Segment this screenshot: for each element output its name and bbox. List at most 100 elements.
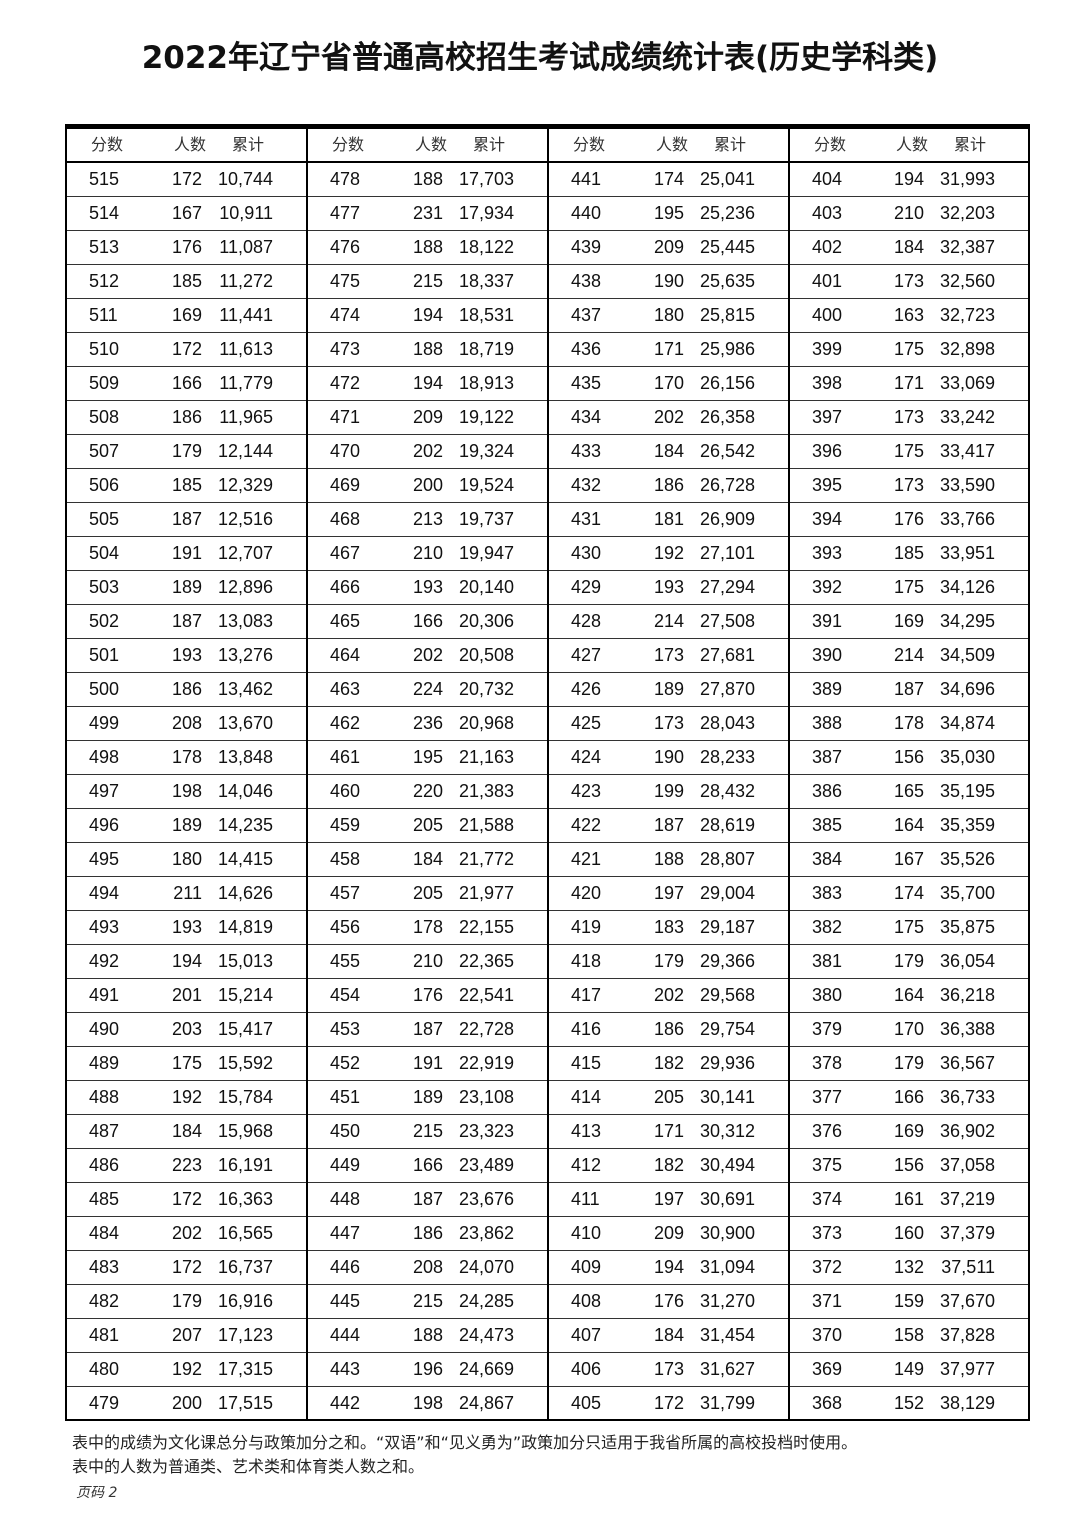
count-cell: 179: [171, 441, 202, 461]
table-row: 465 166 20,306: [308, 605, 547, 639]
count-cell: 172: [653, 1393, 684, 1413]
table-row: 388 178 34,874: [790, 707, 1028, 741]
count-cell: 184: [653, 1325, 684, 1345]
table-row: 391 169 34,295: [790, 605, 1028, 639]
table-row: 407 184 31,454: [549, 1319, 788, 1353]
score-cell: 448: [330, 1189, 361, 1209]
table-row: 483 172 16,737: [67, 1251, 306, 1285]
count-cell: 203: [171, 1019, 202, 1039]
score-cell: 513: [89, 237, 120, 257]
table-row: 385 164 35,359: [790, 809, 1028, 843]
cumulative-cell: 16,363: [217, 1189, 273, 1209]
table-row: 451 189 23,108: [308, 1081, 547, 1115]
table-row: 500 186 13,462: [67, 673, 306, 707]
score-cell: 414: [571, 1087, 602, 1107]
count-cell: 202: [653, 985, 684, 1005]
cumulative-cell: 29,366: [699, 951, 755, 971]
score-cell: 509: [89, 373, 120, 393]
count-cell: 175: [893, 339, 924, 359]
count-cell: 172: [171, 169, 202, 189]
count-cell: 205: [412, 815, 443, 835]
cumulative-cell: 36,218: [939, 985, 995, 1005]
cumulative-cell: 32,560: [939, 271, 995, 291]
count-cell: 182: [653, 1155, 684, 1175]
count-cell: 188: [412, 1325, 443, 1345]
cumulative-cell: 12,329: [217, 475, 273, 495]
score-cell: 399: [812, 339, 843, 359]
count-cell: 158: [893, 1325, 924, 1345]
table-row: 454 176 22,541: [308, 979, 547, 1013]
score-cell: 476: [330, 237, 361, 257]
score-cell: 494: [89, 883, 120, 903]
table-row: 487 184 15,968: [67, 1115, 306, 1149]
page-number: 页码 2: [76, 1485, 118, 1501]
cumulative-cell: 11,613: [219, 339, 273, 359]
score-cell: 443: [330, 1359, 361, 1379]
table-row: 440 195 25,236: [549, 197, 788, 231]
column-group-3: 分数 人数 累计 441 174 25,041 440 195 25,236 439 209 25,4…: [547, 129, 788, 1421]
count-cell: 211: [173, 883, 202, 903]
table-row: 389 187 34,696: [790, 673, 1028, 707]
table-row: 489 175 15,592: [67, 1047, 306, 1081]
score-cell: 465: [330, 611, 361, 631]
count-cell: 165: [893, 781, 924, 801]
cumulative-cell: 14,626: [217, 883, 273, 903]
count-cell: 174: [893, 883, 924, 903]
cumulative-cell: 35,359: [939, 815, 995, 835]
count-cell: 167: [893, 849, 924, 869]
table-row: 390 214 34,509: [790, 639, 1028, 673]
cumulative-cell: 17,703: [458, 169, 514, 189]
table-row: 369 149 37,977: [790, 1353, 1028, 1387]
count-cell: 194: [412, 305, 443, 325]
count-cell: 205: [653, 1087, 684, 1107]
score-cell: 431: [571, 509, 602, 529]
score-cell: 438: [571, 271, 602, 291]
cumulative-cell: 15,784: [217, 1087, 273, 1107]
count-cell: 223: [171, 1155, 202, 1175]
count-cell: 190: [653, 747, 684, 767]
score-cell: 506: [89, 475, 120, 495]
count-cell: 167: [171, 203, 202, 223]
score-cell: 445: [330, 1291, 361, 1311]
table-row: 420 197 29,004: [549, 877, 788, 911]
score-cell: 498: [89, 747, 120, 767]
count-cell: 205: [412, 883, 443, 903]
count-cell: 210: [893, 203, 924, 223]
score-cell: 376: [812, 1121, 843, 1141]
score-cell: 395: [812, 475, 843, 495]
count-header: 人数: [655, 135, 688, 154]
score-cell: 418: [571, 951, 602, 971]
cumulative-cell: 37,379: [939, 1223, 995, 1243]
cumulative-cell: 19,122: [458, 407, 514, 427]
cumulative-cell: 31,094: [699, 1257, 755, 1277]
table-row: 413 171 30,312: [549, 1115, 788, 1149]
cumulative-cell: 15,417: [217, 1019, 273, 1039]
cumulative-cell: 21,383: [458, 781, 514, 801]
count-cell: 172: [171, 1189, 202, 1209]
count-cell: 200: [412, 475, 443, 495]
count-cell: 175: [893, 577, 924, 597]
count-cell: 186: [412, 1223, 443, 1243]
table-row: 409 194 31,094: [549, 1251, 788, 1285]
cumulative-cell: 31,270: [699, 1291, 755, 1311]
cumulative-cell: 27,681: [699, 645, 755, 665]
score-cell: 467: [330, 543, 361, 563]
count-cell: 171: [653, 1121, 684, 1141]
score-cell: 385: [812, 815, 843, 835]
score-cell: 486: [89, 1155, 120, 1175]
table-row: 477 231 17,934: [308, 197, 547, 231]
cumulative-cell: 29,754: [699, 1019, 755, 1039]
score-cell: 375: [812, 1155, 843, 1175]
count-cell: 188: [412, 339, 443, 359]
count-cell: 173: [893, 475, 924, 495]
table-row: 403 210 32,203: [790, 197, 1028, 231]
count-cell: 175: [171, 1053, 202, 1073]
table-row: 438 190 25,635: [549, 265, 788, 299]
score-cell: 416: [571, 1019, 602, 1039]
score-cell: 381: [812, 951, 843, 971]
count-cell: 208: [171, 713, 202, 733]
cumulative-cell: 35,195: [939, 781, 995, 801]
table-row: 411 197 30,691: [549, 1183, 788, 1217]
score-cell: 432: [571, 475, 602, 495]
count-cell: 193: [653, 577, 684, 597]
